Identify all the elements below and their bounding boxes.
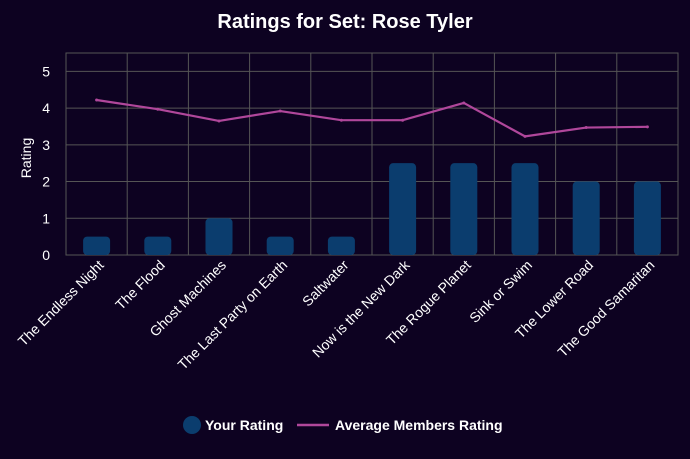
y-tick-label: 2 [42, 174, 50, 190]
bar-the-flood[interactable] [144, 236, 172, 255]
bar-ghost-machines[interactable] [205, 218, 233, 255]
bar-the-rogue-planet[interactable] [450, 163, 478, 255]
line-point-saltwater[interactable] [339, 118, 343, 122]
line-point-ghost-machines[interactable] [217, 119, 221, 123]
line-point-the-flood[interactable] [156, 107, 160, 111]
chart-title: Ratings for Set: Rose Tyler [217, 11, 472, 33]
bar-the-lower-road[interactable] [572, 181, 600, 255]
x-tick-label-sink-or-swim: Sink or Swim [466, 257, 535, 326]
y-tick-label: 3 [42, 137, 50, 153]
line-point-sink-or-swim[interactable] [523, 134, 527, 138]
bar-sink-or-swim[interactable] [511, 163, 539, 255]
y-tick-label: 0 [42, 247, 50, 263]
legend-swatch-your-rating [183, 416, 201, 434]
line-point-the-last-party-on-earth[interactable] [278, 109, 282, 113]
bar-now-is-the-new-dark[interactable] [389, 163, 417, 255]
y-tick-label: 4 [42, 100, 50, 116]
line-point-the-endless-night[interactable] [95, 98, 99, 102]
y-tick-label: 5 [42, 63, 50, 79]
y-tick-labels: 0 1 2 3 4 5 [42, 63, 50, 263]
bar-the-good-samaritan[interactable] [633, 181, 661, 255]
legend-label-average-members-rating: Average Members Rating [335, 417, 503, 433]
grid-layer [65, 52, 679, 256]
y-axis-label: Rating [18, 138, 34, 178]
line-point-the-good-samaritan[interactable] [645, 125, 649, 129]
x-tick-label-the-flood: The Flood [112, 257, 168, 313]
line-layer [95, 98, 649, 138]
line-point-the-lower-road[interactable] [584, 126, 588, 130]
line-point-now-is-the-new-dark[interactable] [401, 118, 405, 122]
line-point-the-rogue-planet[interactable] [462, 101, 466, 105]
y-tick-label: 1 [42, 210, 50, 226]
bar-the-last-party-on-earth[interactable] [266, 236, 294, 255]
x-tick-label-saltwater: Saltwater [299, 257, 352, 310]
x-tick-label-the-endless-night: The Endless Night [15, 257, 107, 349]
bars-layer [83, 163, 661, 255]
bar-saltwater[interactable] [327, 236, 355, 255]
average-members-rating-line [96, 98, 648, 138]
legend-label-your-rating: Your Rating [205, 417, 283, 433]
x-tick-label-the-last-party-on-earth: The Last Party on Earth [174, 257, 290, 373]
bar-the-endless-night[interactable] [83, 236, 111, 255]
legend: Your Rating Average Members Rating [183, 416, 503, 434]
